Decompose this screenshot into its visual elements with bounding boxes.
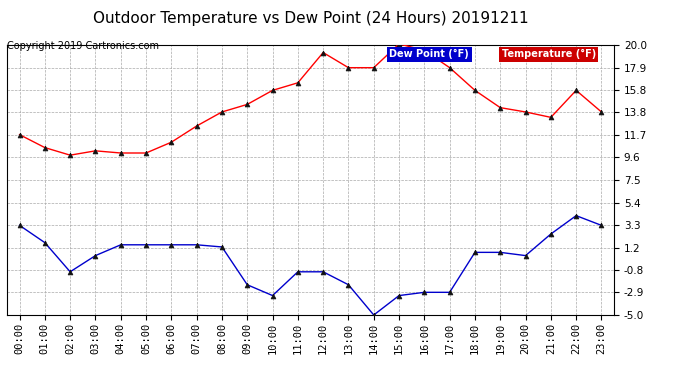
Text: Copyright 2019 Cartronics.com: Copyright 2019 Cartronics.com [7, 41, 159, 51]
Text: Outdoor Temperature vs Dew Point (24 Hours) 20191211: Outdoor Temperature vs Dew Point (24 Hou… [92, 11, 529, 26]
Text: Temperature (°F): Temperature (°F) [502, 50, 596, 60]
Text: Dew Point (°F): Dew Point (°F) [389, 50, 469, 60]
